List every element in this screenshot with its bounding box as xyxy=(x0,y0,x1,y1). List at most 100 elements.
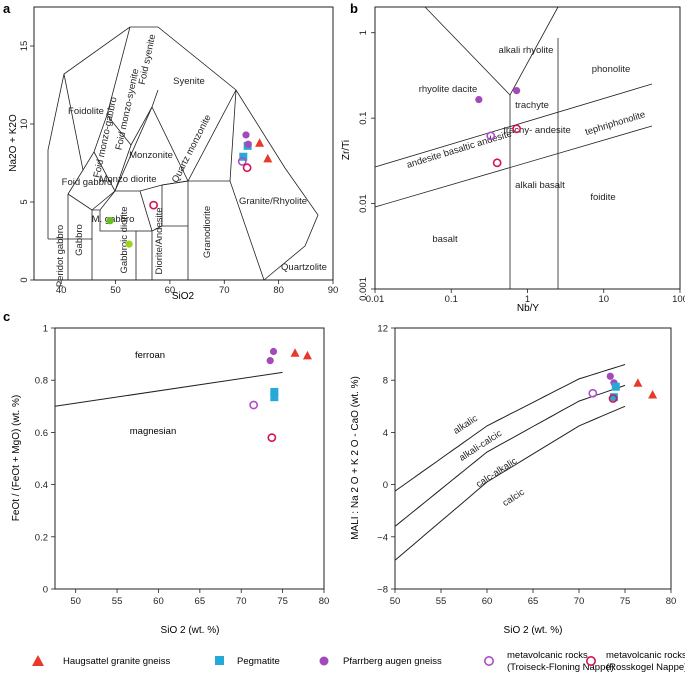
fenumber-y-tick-label: 0.8 xyxy=(35,376,48,387)
zrti-y-axis-label: Zr/Ti xyxy=(341,140,352,160)
zrti-y-tick-label: 0.001 xyxy=(358,277,369,301)
tas-x-axis-label: SiO2 xyxy=(172,291,195,302)
tas-field-quartzolite: Quartzolite xyxy=(281,262,327,273)
fenumber-divider-line xyxy=(54,371,283,407)
legend-item-troiseck: metavolcanic rocks (Troiseck-Floning Nap… xyxy=(483,650,614,673)
mali-point-pegmatite xyxy=(609,393,618,402)
fenumber-points xyxy=(249,347,312,443)
fenumber-region-magnesian: magnesian xyxy=(130,426,176,437)
fenumber-x-tick-label: 55 xyxy=(112,596,123,607)
legend-item-pfarrberg: Pfarrberg augen gneiss xyxy=(319,656,442,667)
tas-points xyxy=(106,131,273,248)
tas-field-syenite: Syenite xyxy=(173,76,205,87)
zrti-field-rhyolite-dacite: rhyolite dacite xyxy=(419,84,478,95)
zrti-point-troiseck xyxy=(486,131,496,141)
legend-label-haugsattel: Haugsattel granite gneiss xyxy=(63,656,170,667)
mali-curves xyxy=(394,364,626,561)
mali-y-tick-label: 4 xyxy=(383,428,388,439)
square-marker-icon xyxy=(215,656,224,665)
mali-point-pfarrberg xyxy=(606,372,614,380)
legend-label-pfarrberg: Pfarrberg augen gneiss xyxy=(343,656,442,667)
tas-field-monzo-diorite: Monzo diorite xyxy=(99,174,156,185)
mali-point-haugsattel xyxy=(633,378,643,387)
fenumber-y-axis-label: FeOt / (FeOt + MgO) (wt. %) xyxy=(11,395,22,521)
tas-x-tick-label: 50 xyxy=(110,285,121,296)
mali-x-tick-label: 75 xyxy=(620,596,631,607)
zrti-x-tick-label: 0.1 xyxy=(445,294,458,305)
fenumber-x-tick-label: 60 xyxy=(153,596,164,607)
zrti-x-tick-label: 100 xyxy=(672,294,685,305)
fenumber-frame xyxy=(54,327,325,590)
tas-frame xyxy=(33,6,334,281)
zrti-field-tephriphonolite: tephriphonolite xyxy=(584,109,647,138)
mali-x-tick-label: 60 xyxy=(482,596,493,607)
tas-y-axis-label: Na2O + K2O xyxy=(8,114,19,172)
fenumber-y-tick-label: 0.6 xyxy=(35,428,48,439)
mali-point-troiseck xyxy=(588,388,598,398)
zrti-x-tick-label: 1 xyxy=(525,294,530,305)
mali-frame xyxy=(394,327,672,590)
legend-label-troiseck-nappe: (Troiseck-Floning Nappe) xyxy=(507,662,614,673)
zrti-y-tick-label: 0.01 xyxy=(358,194,369,213)
zrti-point-rosskogel xyxy=(492,158,502,168)
mali-chart: alkalic alkali-calcic calc-alkalic calci… xyxy=(350,324,676,637)
panel-label-b: b xyxy=(350,1,358,16)
tas-chart: Foidolite Foid syenite Foid monzo-syenit… xyxy=(8,6,338,302)
tas-field-granodiorite: Granodiorite xyxy=(202,206,213,258)
mali-y-tick-label: −8 xyxy=(377,585,388,596)
zrti-field-foidite: foidite xyxy=(590,192,615,203)
mali-x-tick-label: 80 xyxy=(666,596,677,607)
fenumber-x-axis-label: SiO 2 (wt. %) xyxy=(161,625,220,636)
fenumber-x-tick-label: 80 xyxy=(319,596,330,607)
open-circle-marker-icon xyxy=(585,655,596,666)
tas-axis-ticks: 40 50 60 70 80 90 0 5 10 15 xyxy=(19,41,338,296)
mali-x-axis-label: SiO 2 (wt. %) xyxy=(504,625,563,636)
tas-point-troiseck xyxy=(237,157,247,166)
panel-label-a: a xyxy=(3,1,11,16)
fenumber-y-tick-label: 0 xyxy=(43,585,48,596)
mali-region-labels: alkalic alkali-calcic calc-alkalic calci… xyxy=(452,413,527,509)
zrti-field-boundaries xyxy=(374,6,653,289)
mali-region-calcic: calcic xyxy=(501,487,527,509)
tas-field-monzonite: Monzonite xyxy=(129,150,173,161)
tas-field-gabbroic-diorite: Gabbroic diorite xyxy=(119,206,130,273)
legend-label-rosskogel-nappe: (Rosskogel Nappe) xyxy=(606,662,685,673)
legend-label-rosskogel: metavolcanic rocks xyxy=(606,650,685,661)
mali-point-haugsattel xyxy=(648,390,658,399)
mali-boundary-curve xyxy=(394,405,626,561)
tas-field-peridot-gabbro: Peridot gabbro xyxy=(55,225,66,287)
zrti-points xyxy=(475,87,522,168)
fenumber-point-pegmatite xyxy=(270,393,279,402)
tas-point-rosskogel xyxy=(149,200,158,210)
tas-point-haugsattel xyxy=(255,138,265,147)
fenumber-chart: ferroan magnesian 50 55 60 65 70 75 80 0 0.2 0.4 0… xyxy=(11,324,329,637)
zrti-point-pfarrberg xyxy=(513,87,521,95)
mali-axis-ticks: 50 55 60 65 70 75 80 −8 −4 0 4 8 12 xyxy=(377,324,676,608)
zrti-field-phonolite: phonolite xyxy=(592,64,631,75)
tas-field-boundaries xyxy=(47,26,319,281)
tas-point-haugsattel xyxy=(263,153,273,163)
zrti-field-labels: alkali rhyolite phonolite rhyolite dacit… xyxy=(405,45,646,245)
mali-x-tick-label: 50 xyxy=(390,596,401,607)
legend-label-pegmatite: Pegmatite xyxy=(237,656,280,667)
tas-field-foidolite: Foidolite xyxy=(68,106,104,117)
tas-x-tick-label: 90 xyxy=(328,285,339,296)
zrti-field-trachy-andesite: trachy- andesite xyxy=(503,125,571,136)
mali-region-alkalic: alkalic xyxy=(452,413,480,437)
tas-field-labels: Foidolite Foid syenite Foid monzo-syenit… xyxy=(55,33,327,287)
fenumber-y-tick-label: 0.2 xyxy=(35,532,48,543)
zrti-x-axis-label: Nb/Y xyxy=(517,303,540,314)
zrti-field-alkali-basalt: alkali basalt xyxy=(515,180,565,191)
fenumber-point-troiseck xyxy=(249,400,259,410)
tas-point-pfarrberg xyxy=(242,131,250,139)
tas-y-tick-label: 5 xyxy=(19,199,30,204)
triangle-marker-icon xyxy=(32,655,44,666)
fenumber-point-pfarrberg xyxy=(266,357,274,365)
mali-y-tick-label: −4 xyxy=(377,532,388,543)
mali-y-tick-label: 12 xyxy=(377,324,388,335)
fenumber-axis-ticks: 50 55 60 65 70 75 80 0 0.2 0.4 0.6 0.8 1 xyxy=(35,324,330,608)
tas-y-tick-label: 0 xyxy=(19,277,30,282)
mali-y-tick-label: 0 xyxy=(383,480,388,491)
